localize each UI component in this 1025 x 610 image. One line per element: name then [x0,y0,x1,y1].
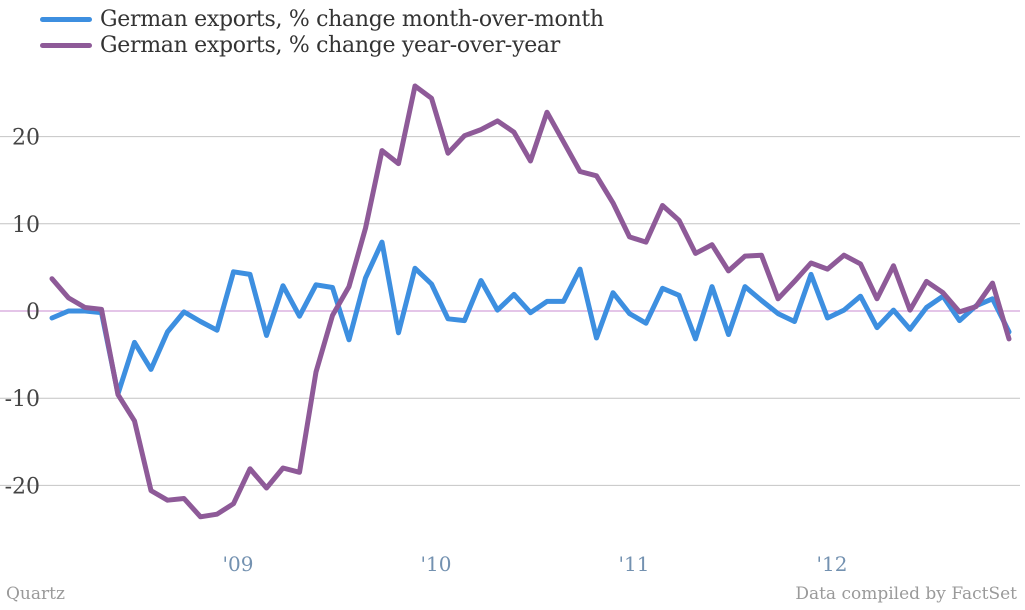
x-tick-label: '11 [619,552,650,576]
legend-item-year-over-year: German exports, % change year-over-year [40,32,604,58]
y-tick-label: 20 [12,126,40,151]
footer-source: Data compiled by FactSet [795,584,1017,604]
legend-item-month-over-month: German exports, % change month-over-mont… [40,6,604,32]
x-tick-label: '12 [817,552,848,576]
x-tick-label: '10 [421,552,452,576]
x-tick-label: '09 [223,552,254,576]
chart-legend: German exports, % change month-over-mont… [40,6,604,58]
footer-brand: Quartz [6,584,65,604]
legend-label-year-over-year: German exports, % change year-over-year [100,32,560,58]
grid-lines [0,136,1020,486]
x-tick-labels: '09 '10 '11 '12 [223,552,848,576]
legend-swatch-month-over-month [40,16,92,22]
y-tick-labels: 20 10 0 -10 -20 [5,126,40,500]
series-lines [49,83,1012,520]
legend-swatch-year-over-year [40,42,92,48]
y-tick-label: -20 [5,474,40,499]
legend-label-month-over-month: German exports, % change month-over-mont… [100,6,604,32]
y-tick-label: -10 [5,387,40,412]
y-tick-label: 0 [26,300,40,325]
series-line-year-over-year [49,83,1012,520]
y-tick-label: 10 [12,213,40,238]
series-line-month-over-month [49,239,1012,397]
